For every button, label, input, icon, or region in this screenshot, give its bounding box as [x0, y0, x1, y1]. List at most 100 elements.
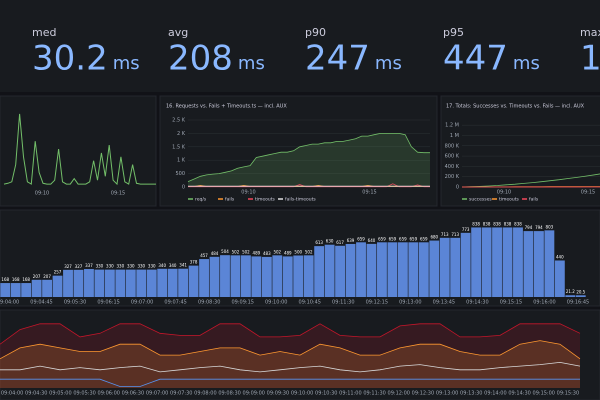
- bar: [471, 227, 482, 297]
- bar-value-label: 330: [127, 264, 135, 269]
- bar: [397, 242, 408, 297]
- x-tick-label: 09:07:00: [146, 391, 168, 397]
- bar: [523, 231, 534, 297]
- bar: [220, 255, 230, 297]
- x-tick-label: 09:06:15: [97, 300, 119, 306]
- bar-value-label: 500: [294, 250, 302, 255]
- bar-value-label: 502: [242, 249, 250, 254]
- bar-value-label: 659: [357, 236, 365, 241]
- bar: [272, 255, 283, 297]
- stat-label: p90: [305, 26, 326, 39]
- stat-value: 30.2: [32, 39, 108, 79]
- x-tick-label: 09:09:30: [267, 391, 289, 397]
- x-tick-label: 09:04:00: [1, 391, 23, 397]
- bar-value-label: 168: [22, 277, 30, 282]
- panel: [0, 95, 157, 207]
- bar: [167, 268, 178, 297]
- x-tick-label: 09:08:00: [194, 391, 216, 397]
- stat-value: 447: [443, 39, 508, 79]
- x-tick-label: 09:12:00: [388, 391, 410, 397]
- area-fill: [0, 340, 580, 388]
- bar: [533, 231, 544, 297]
- x-tick-label: 09:09:00: [243, 391, 265, 397]
- x-tick-label: 09:05:30: [64, 300, 86, 306]
- legend-label: fails: [529, 197, 539, 203]
- bar-value-label: 680: [430, 235, 438, 240]
- legend-label: fails-timeouts: [285, 197, 316, 203]
- bar: [10, 283, 21, 297]
- y-tick-label: 200 K: [445, 174, 460, 180]
- x-tick-label: 09:14:30: [508, 391, 530, 397]
- stat-panel: [0, 0, 600, 92]
- bar-value-label: 838: [493, 221, 501, 226]
- bar-value-label: 327: [64, 264, 72, 269]
- x-tick-label: 09:08:30: [218, 391, 240, 397]
- series-line: [3, 113, 156, 186]
- y-tick-label: 1 K: [177, 158, 186, 164]
- bar: [42, 279, 53, 297]
- bar: [31, 279, 42, 297]
- stat-label: avg: [168, 26, 188, 39]
- bar: [513, 227, 523, 297]
- x-tick-label: 09:12:15: [366, 300, 388, 306]
- bar: [565, 295, 576, 297]
- bar-value-label: 168: [12, 277, 20, 282]
- bar-value-label: 330: [96, 264, 104, 269]
- bar-value-label: 327: [75, 264, 83, 269]
- bar-value-label: 337: [85, 263, 93, 268]
- bar-value-label: 794: [525, 225, 533, 230]
- bar: [84, 269, 94, 297]
- bar-value-label: 340: [169, 263, 177, 268]
- bar-value-label: 20.5: [576, 289, 585, 294]
- y-tick-label: 400 K: [445, 164, 460, 170]
- bar: [115, 269, 126, 297]
- bar: [209, 256, 220, 297]
- bar: [314, 246, 325, 297]
- x-tick-label: 09:04:45: [30, 300, 52, 306]
- x-tick-label: 09:07:45: [164, 300, 186, 306]
- bar: [408, 242, 419, 297]
- stat-unit: ms: [375, 53, 402, 74]
- panel-title: 16. Requests vs. Fails + Timeouts.ts — i…: [166, 104, 287, 110]
- bar-value-label: 484: [211, 251, 219, 256]
- legend-label: successes: [469, 198, 492, 203]
- stat-label: med: [32, 26, 56, 39]
- bar-value-label: 457: [200, 253, 208, 258]
- bar-value-label: 440: [556, 254, 564, 259]
- bar: [251, 256, 262, 297]
- x-tick-label: 09:15: [362, 190, 376, 196]
- x-tick-label: 09:15:30: [557, 391, 579, 397]
- x-tick-label: 09:07:00: [131, 300, 153, 306]
- bar: [21, 283, 32, 297]
- bar-value-label: 659: [378, 236, 386, 241]
- bar-value-label: 613: [315, 240, 323, 245]
- x-tick-label: 09:10:45: [299, 300, 321, 306]
- y-tick-label: 1.2 M: [445, 123, 459, 129]
- x-tick-label: 09:14:00: [484, 391, 506, 397]
- y-tick-label: 600 K: [445, 154, 460, 160]
- series-line: [0, 323, 581, 345]
- bar: [63, 269, 73, 297]
- bar: [356, 242, 366, 297]
- x-tick-label: 09:06:30: [122, 391, 144, 397]
- bar: [377, 242, 387, 297]
- bar-value-label: 483: [263, 251, 271, 256]
- y-tick-label: 0: [182, 185, 185, 191]
- bar: [199, 259, 209, 297]
- bar: [282, 256, 293, 297]
- bar: [481, 227, 492, 297]
- y-tick-label: 1 M: [450, 133, 459, 139]
- y-tick-label: 2.5 K: [172, 118, 186, 124]
- bar: [136, 269, 147, 297]
- area-fill: [188, 133, 430, 187]
- bar: [554, 260, 565, 297]
- legend-label: timeouts: [499, 197, 520, 203]
- y-tick-label: 2 K: [177, 131, 186, 137]
- bar: [52, 275, 63, 297]
- bar: [502, 227, 513, 297]
- bar: [345, 243, 356, 297]
- stat-unit: ms: [113, 53, 140, 74]
- bar-value-label: 713: [451, 232, 459, 237]
- series-line: [0, 378, 580, 387]
- x-tick-label: 09:10: [497, 190, 511, 196]
